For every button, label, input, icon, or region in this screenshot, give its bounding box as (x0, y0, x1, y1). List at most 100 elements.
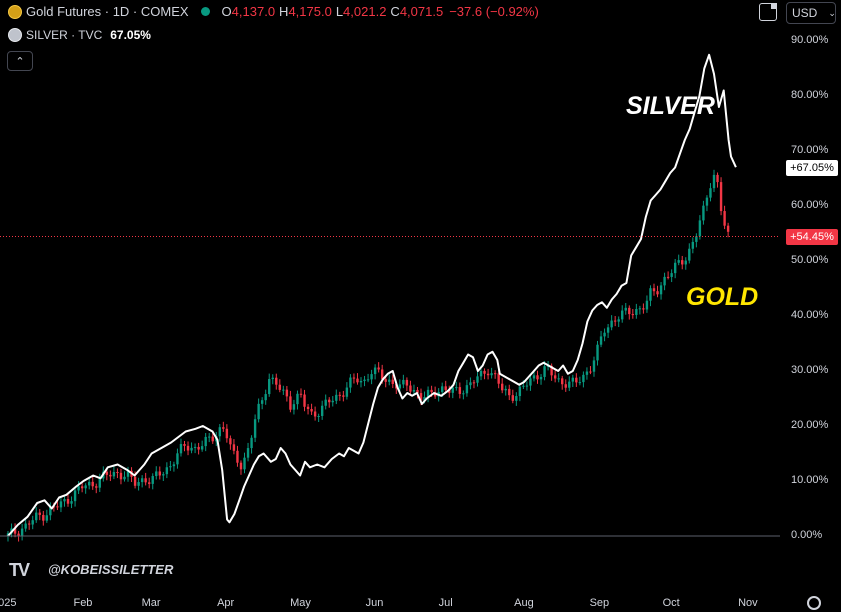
candle-body (624, 307, 627, 311)
candle-body (476, 376, 479, 383)
candle-body (59, 501, 63, 508)
open-key: O (221, 4, 232, 19)
candle-body (568, 381, 571, 388)
silver-annotation: SILVER (626, 92, 715, 120)
x-tick-label: Aug (514, 597, 534, 609)
candle-body (335, 394, 338, 401)
high-key: H (279, 4, 289, 19)
chevron-down-icon: ⌄ (828, 7, 836, 18)
candle-body (165, 467, 169, 475)
candle-body (419, 393, 423, 401)
candle-body (87, 481, 91, 486)
collapse-icon: ⌃ (15, 56, 25, 68)
currency-button[interactable]: USD ⌄ (786, 2, 836, 24)
candle-body (356, 378, 359, 383)
expand-icon[interactable] (759, 3, 777, 21)
y-tick-label: 50.00% (791, 254, 829, 266)
candle-body (275, 377, 278, 385)
candle-body (310, 408, 313, 412)
candle-body (486, 373, 490, 376)
y-tick-label: 60.00% (791, 199, 829, 211)
candle-body (684, 260, 687, 265)
candle-body (38, 512, 41, 515)
open-value: 4,137.0 (231, 4, 276, 19)
collapse-legend-button[interactable]: ⌃ (7, 51, 33, 71)
currency-label: USD (792, 6, 818, 20)
candle-body (45, 515, 49, 521)
candle-body (155, 471, 158, 477)
candle-body (183, 444, 186, 446)
candle-body (490, 373, 493, 376)
candle-body (444, 386, 447, 390)
low-key: L (335, 4, 344, 19)
candle-body (359, 380, 363, 383)
candle-body (455, 387, 458, 389)
candle-body (186, 445, 190, 451)
y-tick-label: 80.00% (791, 89, 829, 101)
y-tick-label: 20.00% (791, 419, 829, 431)
gold-legend[interactable]: Gold Futures · 1D · COMEX O 4,137.0 H 4,17… (8, 4, 539, 19)
candle-body (416, 389, 419, 394)
candle-body (98, 478, 101, 488)
x-tick-label: Jul (438, 597, 453, 609)
change-value: −37.6 (−0.92%) (449, 4, 539, 19)
candle-body (402, 379, 405, 385)
silver-line (7, 53, 737, 537)
high-value: 4,175.0 (288, 4, 332, 19)
y-tick-label: 0.00% (791, 529, 823, 541)
y-tick-label: 40.00% (791, 309, 829, 321)
candle-body (518, 386, 522, 397)
candle-body (331, 400, 334, 403)
candle-body (458, 387, 462, 394)
candle-body (649, 288, 652, 301)
candle-body (313, 411, 317, 417)
candle-body (539, 376, 543, 380)
candle-body (373, 367, 377, 375)
candle-body (105, 471, 109, 475)
silver-legend[interactable]: SILVER · TVC 67.05% (8, 28, 151, 42)
status-dot-icon (200, 7, 210, 16)
candle-body (705, 197, 709, 206)
silver-title: SILVER · TVC (26, 28, 103, 42)
candle-body (208, 436, 211, 438)
silver-coin-icon (8, 28, 22, 42)
x-tick-label: Oct (662, 597, 680, 609)
candle-body (688, 248, 691, 261)
candle-body (430, 389, 433, 393)
gold-coin-icon (8, 4, 22, 19)
candle-body (306, 406, 310, 409)
gold-title: Gold Futures · 1D · COMEX (26, 4, 189, 19)
gold-annotation: GOLD (686, 283, 759, 311)
y-tick-label: 90.00% (791, 34, 829, 46)
candle-body (673, 262, 677, 274)
candle-body (423, 396, 426, 401)
candle-body (606, 327, 610, 333)
settings-icon[interactable] (807, 596, 821, 610)
candle-body (716, 174, 719, 183)
candle-body (493, 373, 497, 375)
candle-body (200, 446, 204, 450)
x-tick-label: Feb (73, 597, 93, 609)
candle-body (370, 374, 373, 380)
candle-body (17, 533, 20, 537)
candle-body (84, 485, 87, 489)
candle-body (479, 370, 483, 377)
candle-body (179, 444, 183, 454)
candle-body (589, 371, 592, 373)
candle-body (377, 367, 380, 370)
candle-body (253, 419, 257, 438)
candle-body (91, 481, 94, 487)
candle-body (719, 182, 723, 212)
tradingview-logo-icon[interactable]: TV (9, 560, 30, 580)
candle-body (35, 512, 38, 521)
candle-body (709, 188, 712, 198)
candle-body (652, 288, 656, 292)
candle-body (162, 474, 165, 476)
candle-body (550, 365, 553, 376)
candle-body (426, 389, 430, 397)
candle-body (278, 384, 282, 390)
candle-body (635, 308, 638, 315)
candle-body (236, 450, 239, 463)
candle-body (70, 501, 73, 504)
